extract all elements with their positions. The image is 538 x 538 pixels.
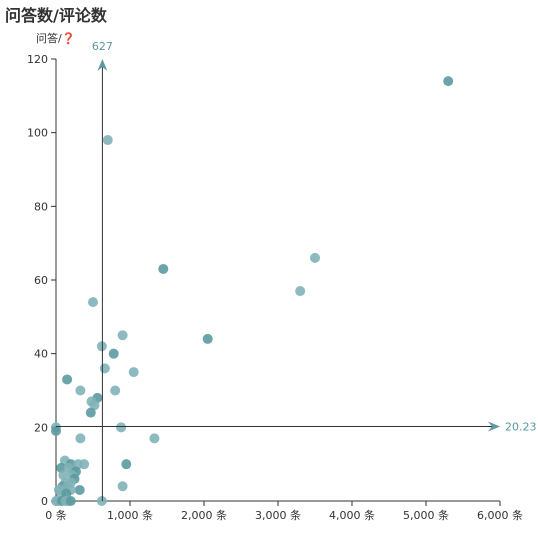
data-point[interactable] <box>116 422 127 433</box>
reference-lines: 627 20.23 <box>56 40 537 501</box>
y-axis-label: 问答/❓ <box>36 31 75 45</box>
y-tick-label: 60 <box>34 274 48 287</box>
data-point[interactable] <box>108 348 119 359</box>
data-point[interactable] <box>88 297 98 308</box>
x-axis: 0 条 1,000 条 2,000 条 3,000 条 4,000 条 5,000 条 6,… <box>45 500 523 522</box>
data-point[interactable] <box>96 341 107 352</box>
data-point[interactable] <box>117 330 128 341</box>
data-point[interactable] <box>51 426 61 437</box>
data-point[interactable] <box>121 459 132 470</box>
data-point[interactable] <box>65 496 76 506</box>
chart-title: 问答数/评论数 <box>5 6 107 25</box>
y-tick-label: 40 <box>34 348 48 361</box>
data-point[interactable] <box>443 76 454 87</box>
x-tick-label: 2,000 条 <box>181 508 227 522</box>
data-point[interactable] <box>99 363 110 374</box>
x-tick-label: 6,000 条 <box>477 508 523 522</box>
data-point[interactable] <box>62 374 73 385</box>
y-mark-line-label: 20.23 <box>505 420 537 433</box>
data-point[interactable] <box>202 333 213 344</box>
data-point[interactable] <box>149 433 160 444</box>
data-point[interactable] <box>79 459 90 470</box>
y-tick-label: 80 <box>34 200 48 213</box>
data-point[interactable] <box>75 433 86 444</box>
data-point[interactable] <box>128 367 139 378</box>
data-point[interactable] <box>85 407 96 418</box>
y-tick-label: 20 <box>34 421 48 434</box>
data-point[interactable] <box>117 481 128 492</box>
x-tick-label: 4,000 条 <box>329 508 375 522</box>
x-mark-line-label: 627 <box>92 40 113 53</box>
data-point[interactable] <box>102 135 113 146</box>
x-tick-label: 3,000 条 <box>255 508 301 522</box>
data-point[interactable] <box>75 385 86 396</box>
data-point[interactable] <box>158 263 169 274</box>
data-points <box>51 76 454 506</box>
data-point[interactable] <box>96 496 107 506</box>
x-tick-label: 5,000 条 <box>403 508 449 522</box>
x-tick-label: 0 条 <box>45 508 67 522</box>
y-tick-label: 0 <box>41 495 48 508</box>
data-point[interactable] <box>110 385 121 396</box>
data-point[interactable] <box>295 286 306 297</box>
data-point[interactable] <box>89 400 100 411</box>
x-tick-label: 1,000 条 <box>107 508 153 522</box>
data-point[interactable] <box>74 484 85 495</box>
y-tick-label: 100 <box>27 127 48 140</box>
y-tick-label: 120 <box>27 53 48 66</box>
y-axis: 0 20 40 60 80 100 120 <box>27 53 57 508</box>
data-point[interactable] <box>310 252 320 263</box>
